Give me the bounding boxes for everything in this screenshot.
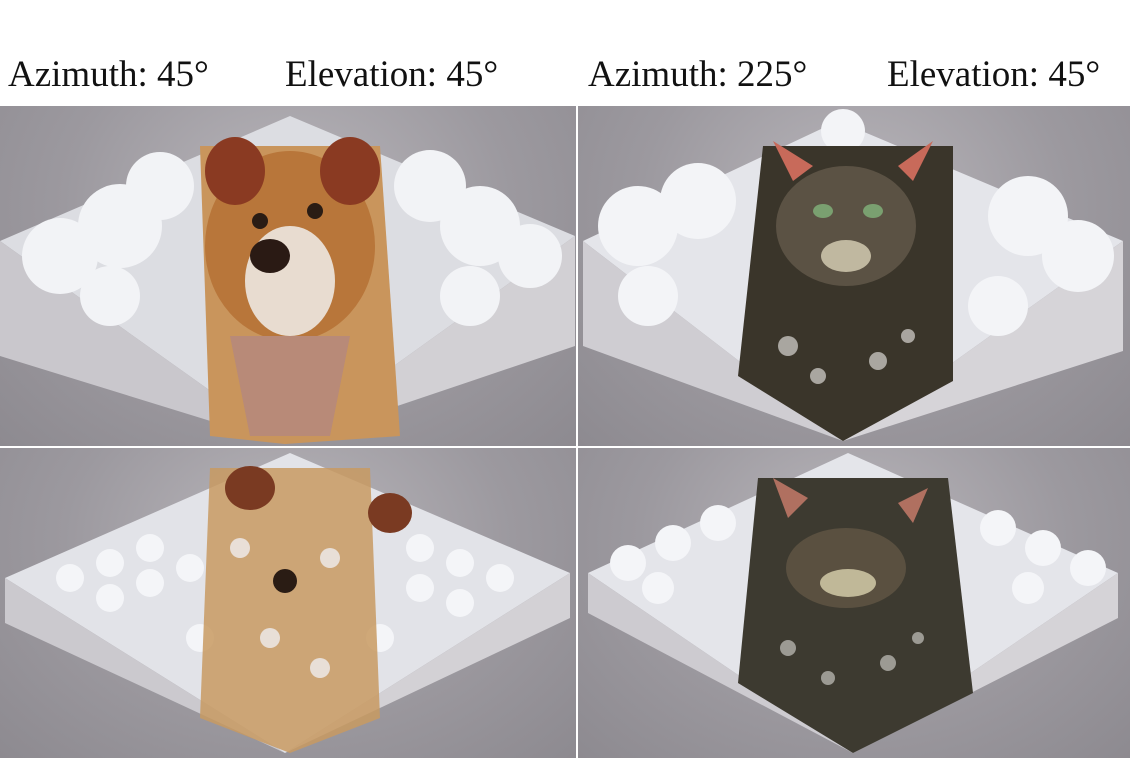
caption-left-elevation: Elevation: 45° bbox=[285, 54, 499, 95]
caption-right-azimuth: Azimuth: 225° bbox=[588, 54, 808, 95]
caption-left-azimuth: Azimuth: 45° bbox=[8, 54, 209, 95]
photo-cat-sculpture-azimuth-225 bbox=[578, 106, 1130, 446]
photo-dog-sculpture-azimuth-45 bbox=[0, 106, 576, 446]
photo-cat-sculpture-alternate-view bbox=[578, 448, 1130, 758]
photo-dog-sculpture-alternate-view bbox=[0, 448, 576, 758]
caption-right-elevation: Elevation: 45° bbox=[887, 54, 1101, 95]
